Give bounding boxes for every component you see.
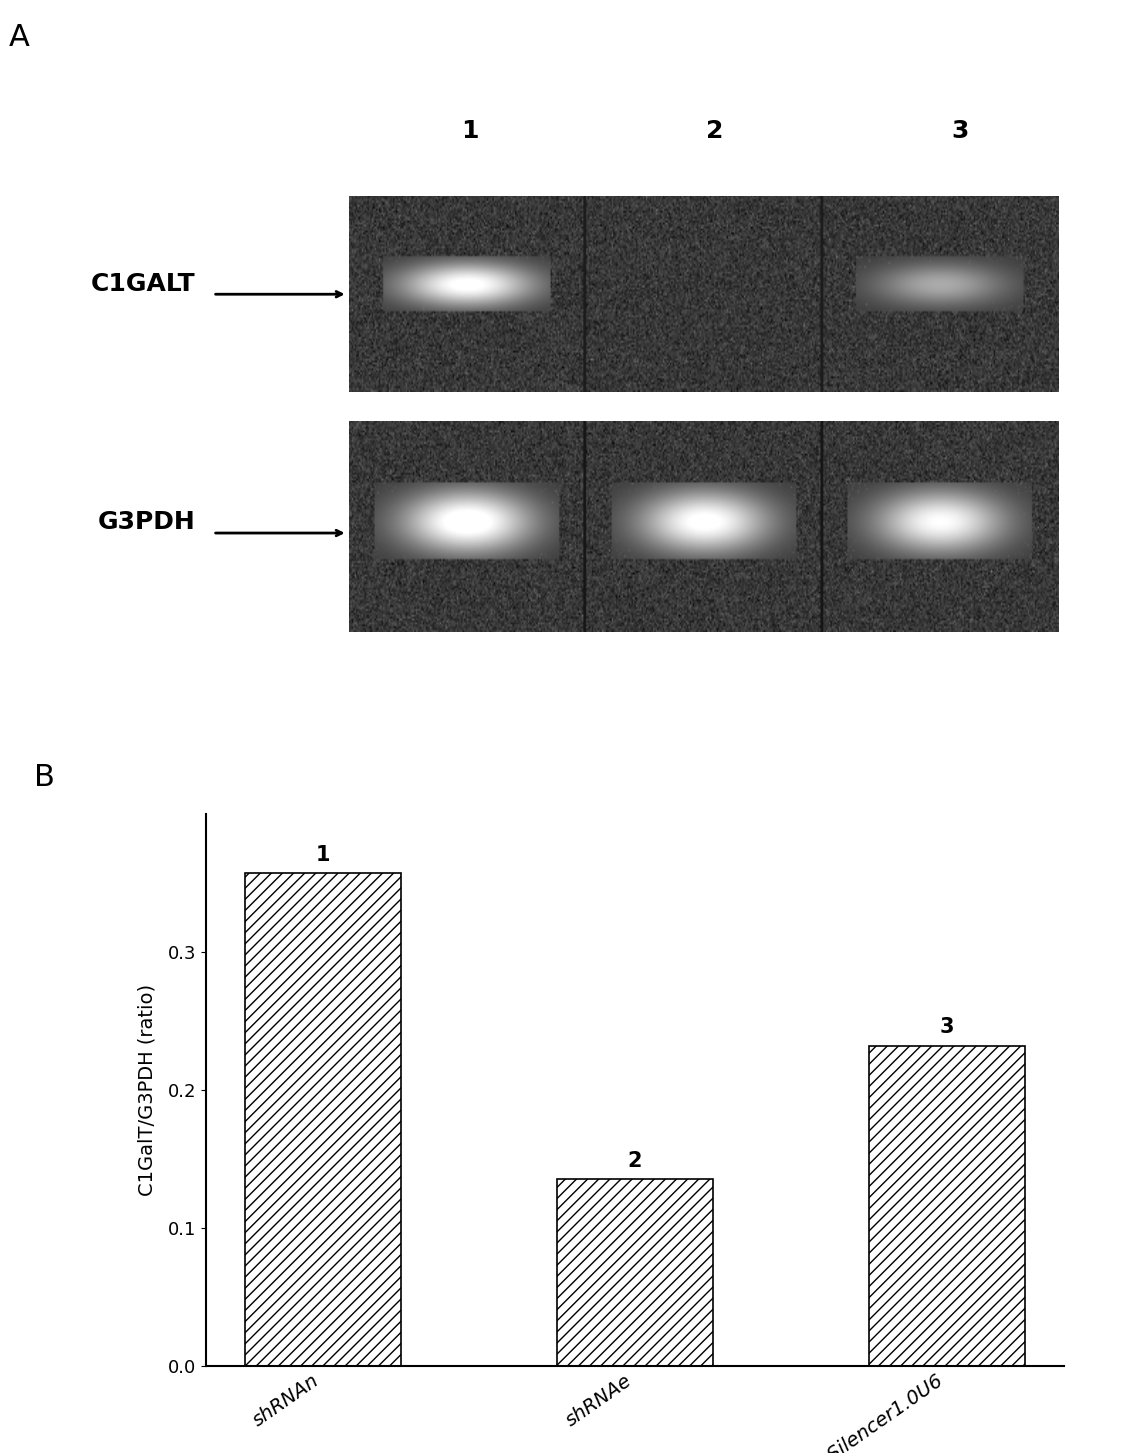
Bar [557, 1180, 713, 1366]
Text: 3: 3 [939, 1017, 954, 1037]
Text: A: A [9, 23, 30, 52]
Text: 2: 2 [628, 1151, 642, 1171]
Text: C1GALT: C1GALT [90, 272, 194, 296]
Text: 1: 1 [461, 119, 478, 142]
Text: 2: 2 [706, 119, 724, 142]
Text: 3: 3 [952, 119, 969, 142]
Text: G3PDH: G3PDH [97, 510, 194, 535]
Bar [869, 1046, 1025, 1366]
Text: 1: 1 [316, 844, 331, 865]
Bar [245, 873, 400, 1366]
Y-axis label: C1GalT/G3PDH (ratio): C1GalT/G3PDH (ratio) [137, 984, 157, 1196]
Text: B: B [34, 763, 55, 792]
